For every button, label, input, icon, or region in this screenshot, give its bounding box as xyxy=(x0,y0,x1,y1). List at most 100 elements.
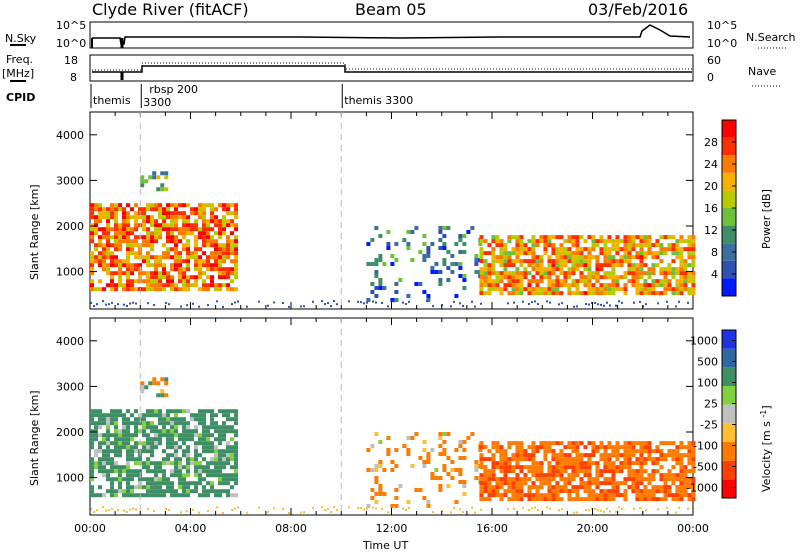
velocity-cell xyxy=(531,469,536,474)
power-cell xyxy=(663,275,668,280)
power-cell xyxy=(166,211,170,216)
velocity-ground-cell xyxy=(234,507,236,510)
velocity-cell xyxy=(90,489,94,494)
velocity-cell xyxy=(182,433,186,438)
velocity-cell xyxy=(679,493,684,498)
velocity-cell xyxy=(90,461,94,466)
power-cell xyxy=(507,275,512,280)
velocity-cell xyxy=(190,457,194,462)
velocity-cell xyxy=(487,477,492,482)
velocity-cell xyxy=(599,497,604,502)
power-cell xyxy=(655,239,660,244)
power-cell xyxy=(114,255,118,260)
power-cell xyxy=(90,207,94,212)
power-cell xyxy=(567,247,572,252)
velocity-cell xyxy=(543,497,548,502)
velocity-cell xyxy=(639,457,644,462)
velocity-cell xyxy=(126,433,130,438)
velocity-cell xyxy=(142,429,146,434)
power-cell xyxy=(118,239,122,244)
power-cell xyxy=(98,259,102,264)
velocity-cell xyxy=(495,481,500,486)
power-cell xyxy=(559,279,564,284)
power-cell xyxy=(523,251,528,256)
power-cell xyxy=(499,251,504,256)
velocity-cell xyxy=(438,444,443,449)
power-cell xyxy=(130,263,134,268)
velocity-cell xyxy=(551,453,556,458)
power-ground-cell xyxy=(198,305,200,308)
velocity-cell xyxy=(174,461,178,466)
power-cb-tick-label: 8 xyxy=(711,246,718,259)
power-cell xyxy=(230,287,234,292)
power-cell xyxy=(210,279,214,284)
power-ground-cell xyxy=(633,301,635,304)
power-cell xyxy=(218,255,222,260)
velocity-ground-cell xyxy=(606,507,608,510)
velocity-cell xyxy=(611,493,616,498)
velocity-cell xyxy=(126,409,130,414)
velocity-cell xyxy=(623,489,628,494)
power-cell xyxy=(170,239,174,244)
velocity-cell xyxy=(639,461,644,466)
power-cell xyxy=(222,223,226,228)
power-cell xyxy=(667,287,672,292)
velocity-cell xyxy=(90,445,94,450)
power-cell xyxy=(186,267,190,272)
velocity-cell xyxy=(134,457,138,462)
power-cell xyxy=(214,267,218,272)
velocity-cell xyxy=(142,465,146,470)
velocity-cell xyxy=(579,457,584,462)
power-ground-cell xyxy=(102,300,104,303)
x-tick-label: 20:00 xyxy=(577,522,609,535)
power-cell xyxy=(430,242,435,247)
power-cell xyxy=(102,267,106,272)
power-cell xyxy=(607,251,612,256)
power-cell xyxy=(90,251,94,256)
velocity-cell xyxy=(474,460,479,465)
power-cell xyxy=(691,291,696,296)
power-cell xyxy=(499,279,504,284)
velocity-cell xyxy=(531,445,536,450)
velocity-cell xyxy=(567,457,572,462)
power-cell xyxy=(234,211,238,216)
velocity-cell xyxy=(198,477,202,482)
power-cell xyxy=(607,239,612,244)
power-cell xyxy=(474,254,479,259)
velocity-ground-cell xyxy=(93,511,95,514)
power-cell xyxy=(567,271,572,276)
velocity-cell xyxy=(635,477,640,482)
velocity-cell xyxy=(394,504,399,509)
power-cell xyxy=(402,238,407,243)
velocity-cell xyxy=(98,449,102,454)
velocity-cell xyxy=(643,457,648,462)
power-ground-cell xyxy=(132,301,134,304)
velocity-cell xyxy=(683,445,688,450)
velocity-cell xyxy=(98,445,102,450)
velocity-cell xyxy=(515,481,520,486)
power-cell xyxy=(583,275,588,280)
velocity-cell xyxy=(94,421,98,426)
power-ground-cell xyxy=(153,303,155,306)
velocity-cell xyxy=(170,485,174,490)
velocity-cell xyxy=(174,433,178,438)
velocity-cell xyxy=(122,437,126,442)
velocity-cell xyxy=(126,481,130,486)
velocity-cell xyxy=(587,473,592,478)
power-cell xyxy=(450,262,455,267)
velocity-cell xyxy=(527,465,532,470)
power-cell xyxy=(198,231,202,236)
power-cell xyxy=(90,255,94,260)
power-cell xyxy=(234,243,238,248)
power-cell xyxy=(122,219,126,224)
velocity-cb-swatch xyxy=(722,423,736,442)
velocity-cell xyxy=(90,465,94,470)
power-cell xyxy=(679,271,684,276)
velocity-cell xyxy=(462,484,467,489)
power-cell xyxy=(691,275,696,280)
velocity-cell xyxy=(659,453,664,458)
velocity-ground-cell xyxy=(585,509,587,512)
power-cell xyxy=(170,275,174,280)
velocity-cell xyxy=(667,477,672,482)
power-cell xyxy=(398,278,403,283)
